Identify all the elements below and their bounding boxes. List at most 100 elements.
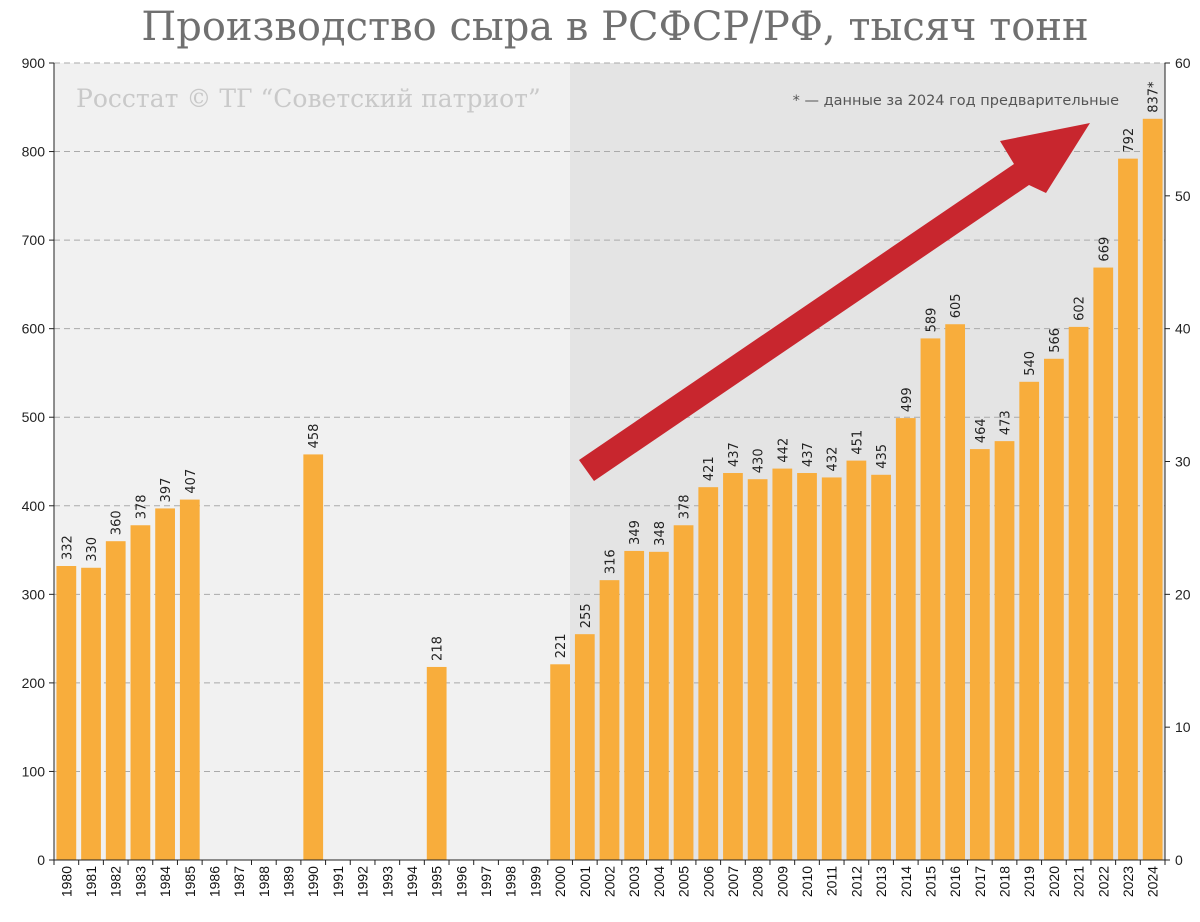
x-tick-label: 2008 bbox=[750, 866, 766, 897]
x-tick-label: 1996 bbox=[453, 866, 469, 897]
bar-value-label: 378 bbox=[678, 494, 693, 519]
bar-value-label: 360 bbox=[110, 510, 125, 535]
x-tick-label: 2018 bbox=[997, 866, 1013, 897]
y-tick-label: 600 bbox=[22, 321, 46, 337]
x-tick-label: 1997 bbox=[478, 866, 494, 897]
bar-1990 bbox=[303, 454, 324, 860]
panel-background-right bbox=[570, 63, 1165, 860]
y2-tick-label: 60 bbox=[1175, 55, 1191, 71]
watermark-text: Росстат © ТГ “Советский патриот” bbox=[76, 84, 541, 113]
bar-value-label: 669 bbox=[1097, 237, 1112, 262]
x-tick-label: 2004 bbox=[651, 866, 667, 897]
bar-2003 bbox=[624, 550, 645, 860]
bars-group bbox=[56, 118, 1163, 861]
bar-value-label: 464 bbox=[974, 418, 989, 443]
bar-2008 bbox=[747, 479, 768, 860]
x-tick-label: 2013 bbox=[873, 866, 889, 897]
x-tick-label: 2012 bbox=[848, 866, 864, 897]
bar-value-label: 442 bbox=[776, 438, 791, 463]
y2-tick-label: 50 bbox=[1175, 188, 1191, 204]
x-tick-label: 2002 bbox=[602, 866, 618, 897]
y-tick-label: 700 bbox=[22, 232, 46, 248]
x-tick-label: 2021 bbox=[1071, 866, 1087, 897]
y-tick-label: 0 bbox=[37, 852, 45, 868]
x-axis: 1980 1981 1982 1983 1984 1985 1986 1987 1988 1989… bbox=[53, 859, 1166, 897]
bar-2002 bbox=[599, 580, 620, 860]
x-tick-label: 2017 bbox=[972, 866, 988, 897]
bar-value-label: 605 bbox=[949, 293, 964, 318]
bar-2006 bbox=[698, 487, 719, 860]
bar-value-label: 792 bbox=[1122, 128, 1137, 153]
x-tick-label: 1981 bbox=[83, 866, 99, 897]
bar-2007 bbox=[723, 473, 743, 860]
bar-2005 bbox=[673, 525, 694, 860]
y2-tick-label: 40 bbox=[1175, 321, 1191, 337]
bar-1983 bbox=[130, 525, 151, 860]
x-tick-label: 2023 bbox=[1120, 866, 1136, 897]
x-tick-label: 1998 bbox=[503, 866, 519, 897]
bar-value-label: 432 bbox=[826, 447, 841, 472]
y2-tick-label: 10 bbox=[1175, 719, 1191, 735]
bar-2019 bbox=[1019, 381, 1040, 860]
preliminary-data-note: * — данные за 2024 год предварительные bbox=[793, 93, 1119, 109]
bar-1981 bbox=[81, 567, 101, 860]
x-tick-label: 1989 bbox=[281, 866, 297, 897]
bar-value-label: 255 bbox=[579, 603, 594, 628]
bar-2009 bbox=[772, 468, 793, 860]
bar-2013 bbox=[871, 474, 891, 860]
y-axis-left: 0 100 200 300 400 500 600 700 800 900 bbox=[22, 55, 55, 868]
bar-2023 bbox=[1118, 158, 1138, 860]
bar-2012 bbox=[846, 460, 867, 860]
y-tick-label: 400 bbox=[22, 498, 46, 514]
bar-value-label: 458 bbox=[307, 424, 322, 449]
bar-value-label: 435 bbox=[875, 444, 890, 469]
x-tick-label: 2014 bbox=[898, 866, 914, 897]
x-tick-label: 2006 bbox=[700, 866, 716, 897]
x-tick-label: 2005 bbox=[676, 866, 692, 897]
bar-2017 bbox=[969, 449, 990, 860]
x-tick-label: 2000 bbox=[552, 866, 568, 897]
bar-2010 bbox=[797, 473, 817, 860]
x-tick-label: 1985 bbox=[182, 866, 198, 897]
bar-value-label: 437 bbox=[727, 442, 742, 467]
bar-value-label: 407 bbox=[184, 469, 199, 494]
bar-2001 bbox=[574, 634, 595, 860]
bar-1985 bbox=[179, 499, 200, 860]
bar-value-label: 451 bbox=[850, 430, 865, 455]
chart-title: Производство сыра в РСФСР/РФ, тысяч тонн bbox=[141, 4, 1089, 50]
bar-value-label: 430 bbox=[752, 448, 767, 473]
data-labels-group: 332 330 360 378 397 407 458 218 221 255 316 349 348 3… bbox=[60, 81, 1161, 661]
x-tick-label: 1990 bbox=[305, 866, 321, 897]
y-tick-label: 800 bbox=[22, 144, 46, 160]
bar-value-label: 566 bbox=[1048, 328, 1063, 353]
bar-value-label: 221 bbox=[554, 633, 569, 658]
bar-value-label: 602 bbox=[1073, 296, 1088, 321]
x-tick-label: 2022 bbox=[1095, 866, 1111, 897]
bar-2021 bbox=[1068, 326, 1089, 860]
x-tick-label: 1992 bbox=[355, 866, 371, 897]
x-tick-label: 1987 bbox=[231, 866, 247, 897]
x-tick-label: 2010 bbox=[799, 866, 815, 897]
y-tick-label: 500 bbox=[22, 409, 46, 425]
bar-value-label: 330 bbox=[85, 537, 100, 562]
x-tick-label: 1983 bbox=[132, 866, 148, 897]
bar-2018 bbox=[994, 441, 1015, 860]
bar-value-label: 218 bbox=[431, 636, 446, 661]
x-tick-label: 2007 bbox=[725, 866, 741, 897]
bar-value-label: 473 bbox=[999, 410, 1014, 435]
x-tick-label: 1994 bbox=[404, 866, 420, 897]
x-tick-label: 1982 bbox=[108, 866, 124, 897]
y2-tick-label: 0 bbox=[1175, 852, 1183, 868]
bar-1982 bbox=[105, 541, 126, 860]
x-tick-label: 2016 bbox=[947, 866, 963, 897]
bar-2015 bbox=[920, 338, 941, 860]
bar-value-label: 378 bbox=[134, 494, 149, 519]
x-tick-label: 1995 bbox=[429, 866, 445, 897]
y-tick-label: 900 bbox=[22, 55, 46, 71]
bar-1984 bbox=[155, 508, 175, 860]
bar-value-label: 437 bbox=[801, 442, 816, 467]
bar-2014 bbox=[895, 418, 916, 860]
x-tick-label: 1993 bbox=[379, 866, 395, 897]
bar-2004 bbox=[649, 551, 669, 860]
